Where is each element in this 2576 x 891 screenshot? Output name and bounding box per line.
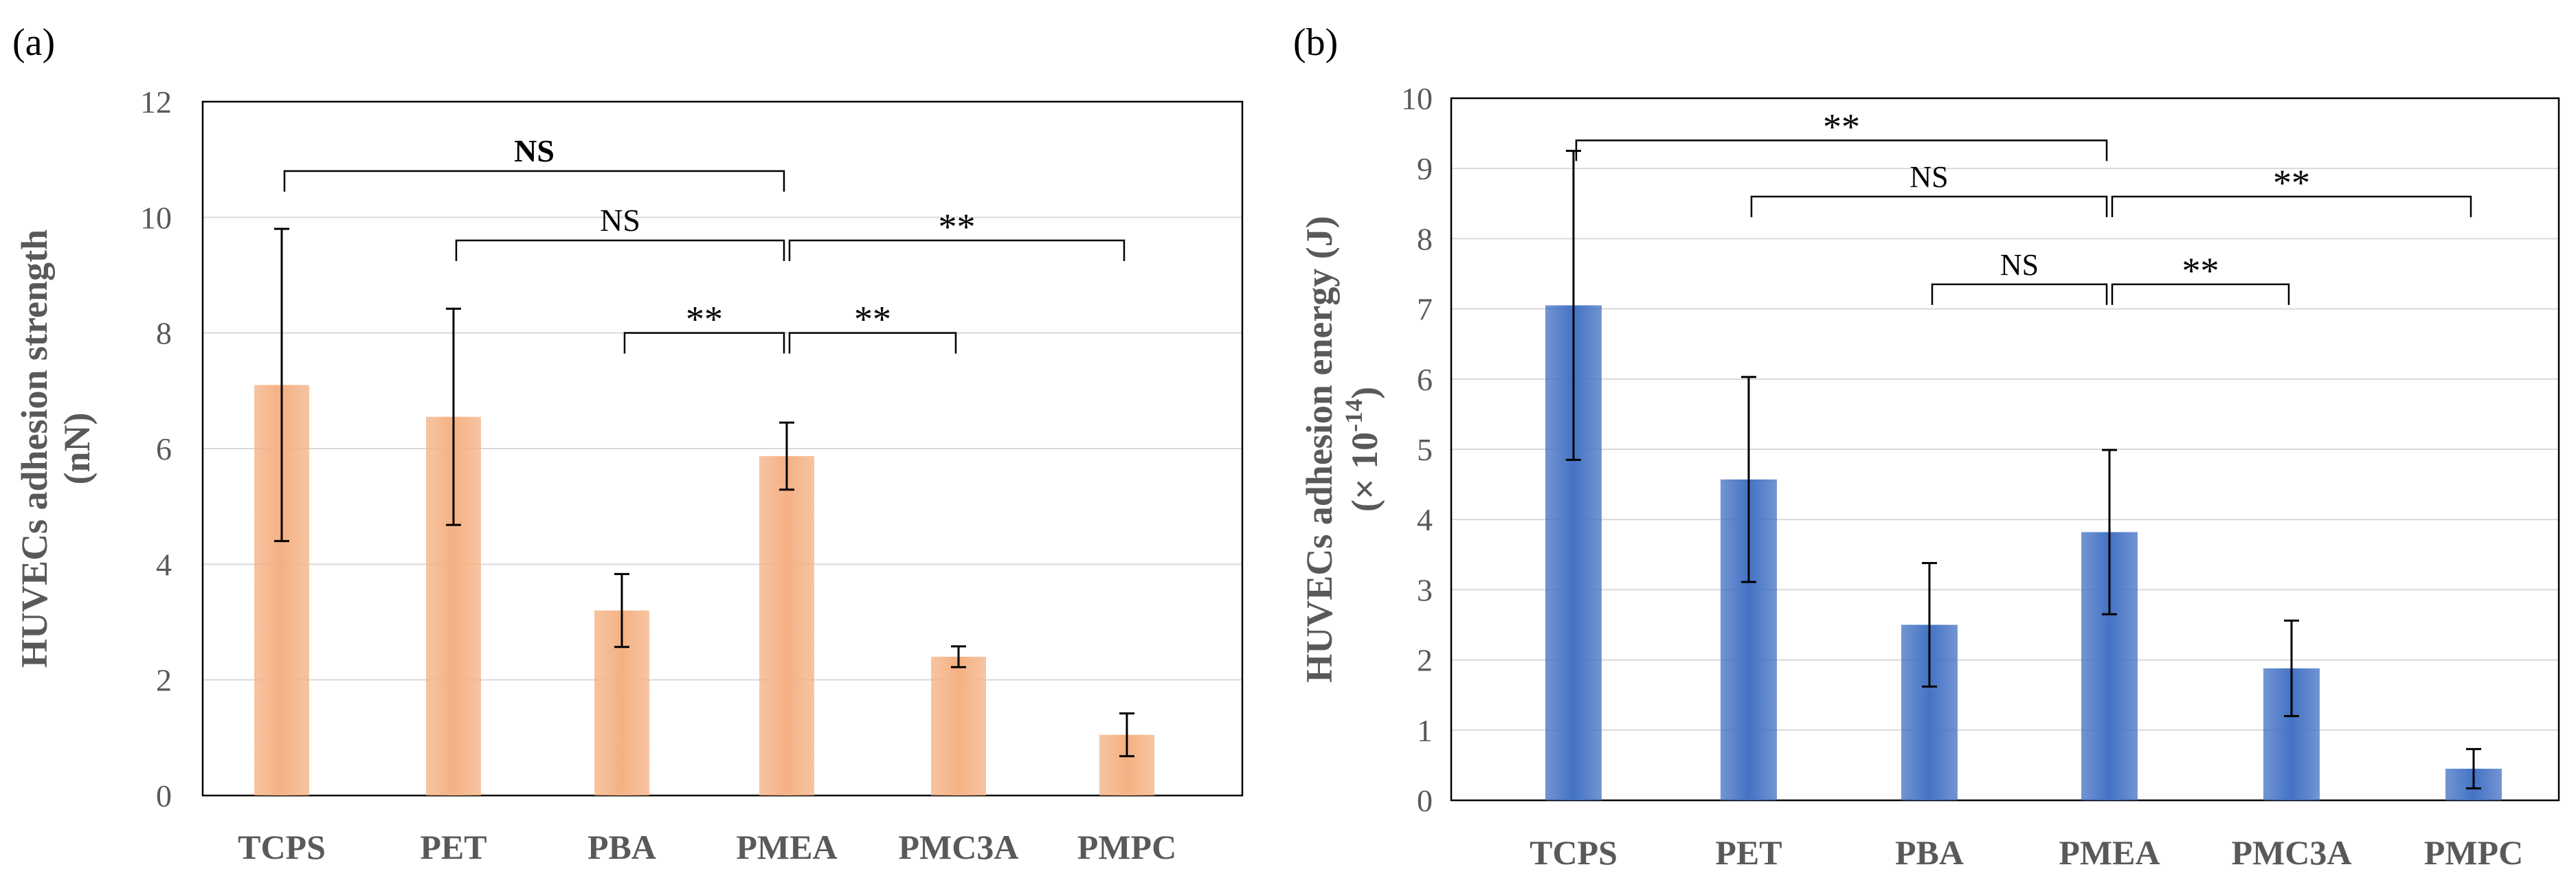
- y-tick-label: 0: [156, 778, 172, 813]
- x-ticks-a: TCPS PET PBA PMEA PMC3A PMPC: [238, 828, 1176, 866]
- significance-bracket: [455, 239, 785, 261]
- significance-bracket: [2111, 283, 2290, 305]
- x-tick-label: PBA: [1895, 833, 1964, 872]
- gridlines-a: [203, 216, 1242, 681]
- significance-label: NS: [1909, 160, 1948, 194]
- y-tick-label: 2: [156, 663, 172, 698]
- x-tick-label: PMC3A: [2232, 833, 2352, 872]
- significance-bracket: [1931, 283, 2108, 305]
- y-unit-exponent-b: -14: [1340, 399, 1367, 432]
- chart-panel-b: (b) 0 1 2 3 4 5 6 7 8 9 10 TCPS PET PBA PMEA PMC3A PMPC…: [1293, 21, 2560, 872]
- x-tick-label: PET: [1715, 833, 1782, 872]
- significance-bracket: [788, 239, 1125, 261]
- x-tick-label: PET: [420, 828, 486, 866]
- x-tick-label: PMPC: [1077, 828, 1176, 866]
- significance-label: **: [854, 299, 891, 340]
- y-tick-label: 1: [1417, 713, 1433, 748]
- panel-label-b: (b): [1293, 21, 1338, 64]
- y-tick-label: 2: [1417, 643, 1433, 678]
- panel-label-a: (a): [12, 21, 55, 64]
- y-tick-label: 9: [1417, 151, 1433, 186]
- x-tick-label: PMC3A: [899, 828, 1019, 866]
- error-bar: [274, 227, 289, 543]
- significance-label: **: [2273, 162, 2310, 203]
- error-bar: [2102, 449, 2117, 616]
- y-tick-label: 5: [1417, 432, 1433, 467]
- bar-pmea: [759, 455, 814, 796]
- significance-bracket: [2111, 195, 2472, 218]
- error-bar: [1566, 150, 1581, 461]
- significance-bracket: [283, 170, 785, 192]
- y-tick-label: 4: [156, 547, 172, 582]
- significance-a: NS NS ** ** **: [283, 133, 1125, 354]
- y-axis-label-a: HUVECs adhesion strength: [14, 229, 55, 668]
- y-unit-suffix-b: ): [1344, 387, 1385, 399]
- significance-bracket: [1575, 139, 2108, 161]
- y-tick-label: 7: [1417, 292, 1433, 327]
- y-tick-label: 10: [140, 200, 172, 235]
- y-unit-prefix-b: (× 10: [1344, 432, 1385, 512]
- significance-label: NS: [600, 203, 640, 238]
- error-bar: [1119, 712, 1134, 758]
- x-tick-label: PBA: [587, 828, 656, 866]
- plot-frame-a: [201, 100, 1244, 797]
- x-tick-label: PMEA: [736, 828, 837, 866]
- error-bar: [1922, 562, 1937, 688]
- x-ticks-b: TCPS PET PBA PMEA PMC3A PMPC: [1530, 833, 2523, 872]
- significance-label: **: [2182, 250, 2219, 291]
- significance-label: **: [1823, 106, 1860, 147]
- significance-label: NS: [514, 133, 555, 168]
- y-axis-label-b: HUVECs adhesion energy (J): [1299, 216, 1340, 683]
- bars-a: [254, 385, 1154, 796]
- error-bar: [2466, 747, 2481, 790]
- error-bar: [2284, 619, 2299, 717]
- significance-label: **: [686, 299, 723, 340]
- y-tick-label: 10: [1401, 81, 1433, 116]
- chart-panel-a: (a) 0 2 4 6 8 10 12 TCPS PET PBA PMEA PMC3A PMPC NS…: [12, 21, 1244, 866]
- gridlines-b: [1451, 168, 2559, 731]
- y-tick-label: 8: [1417, 221, 1433, 256]
- x-tick-label: PMEA: [2059, 833, 2160, 872]
- x-tick-label: TCPS: [238, 828, 326, 866]
- significance-bracket: [623, 332, 785, 354]
- plot-frame-b: [1450, 97, 2560, 802]
- error-bar: [614, 573, 629, 648]
- y-tick-label: 6: [1417, 362, 1433, 397]
- y-ticks-b: 0 1 2 3 4 5 6 7 8 9 10: [1401, 81, 1433, 818]
- y-axis-unit-a: (nN): [56, 413, 98, 485]
- y-tick-label: 4: [1417, 502, 1433, 537]
- error-bar: [779, 421, 794, 491]
- y-tick-label: 12: [140, 84, 172, 120]
- y-ticks-a: 0 2 4 6 8 10 12: [140, 84, 172, 813]
- y-tick-label: 0: [1417, 783, 1433, 818]
- y-axis-unit-b: (× 10-14): [1340, 387, 1385, 512]
- error-bars-a: [274, 227, 1134, 758]
- x-tick-label: TCPS: [1530, 833, 1617, 872]
- bar-pmc3a: [931, 657, 986, 796]
- y-tick-label: 8: [156, 316, 172, 351]
- y-tick-label: 3: [1417, 572, 1433, 607]
- significance-bracket: [788, 332, 957, 354]
- y-tick-label: 6: [156, 431, 172, 466]
- error-bar: [951, 645, 966, 668]
- significance-bracket: [1750, 195, 2108, 218]
- error-bar: [1741, 376, 1756, 583]
- error-bar: [446, 307, 461, 526]
- x-tick-label: PMPC: [2424, 833, 2523, 872]
- significance-label: NS: [2000, 248, 2039, 282]
- error-bars-b: [1566, 150, 2481, 790]
- significance-label: **: [939, 206, 976, 247]
- significance-b: ** NS ** NS **: [1575, 106, 2472, 305]
